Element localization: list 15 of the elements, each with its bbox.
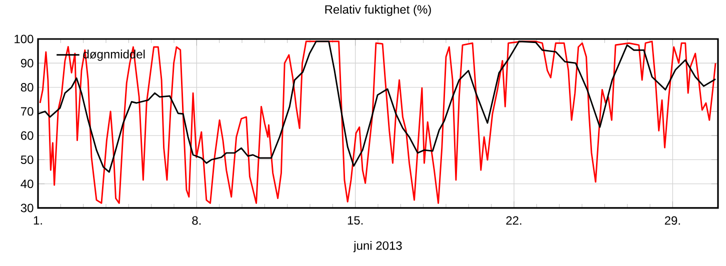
- x-tick-label: 15.: [348, 216, 363, 225]
- x-tick-label: 1.: [34, 216, 42, 225]
- chart-title: Relativ fuktighet (%): [325, 4, 431, 16]
- y-tick-label: 90: [20, 58, 34, 68]
- x-axis-title: juni 2013: [353, 241, 402, 252]
- y-tick-label: 50: [20, 155, 34, 164]
- x-tick-label: 29.: [664, 216, 680, 225]
- y-tick-label: 100: [14, 34, 34, 44]
- x-tick-label: 22.: [506, 216, 522, 225]
- y-tick-label: 40: [20, 180, 34, 188]
- y-tick-label: 80: [20, 83, 34, 92]
- y-tick-label: 30: [20, 204, 34, 212]
- y-tick-label: 60: [21, 131, 34, 140]
- x-tick-label: 8.: [192, 216, 201, 225]
- y-tick-label: 70: [21, 107, 34, 116]
